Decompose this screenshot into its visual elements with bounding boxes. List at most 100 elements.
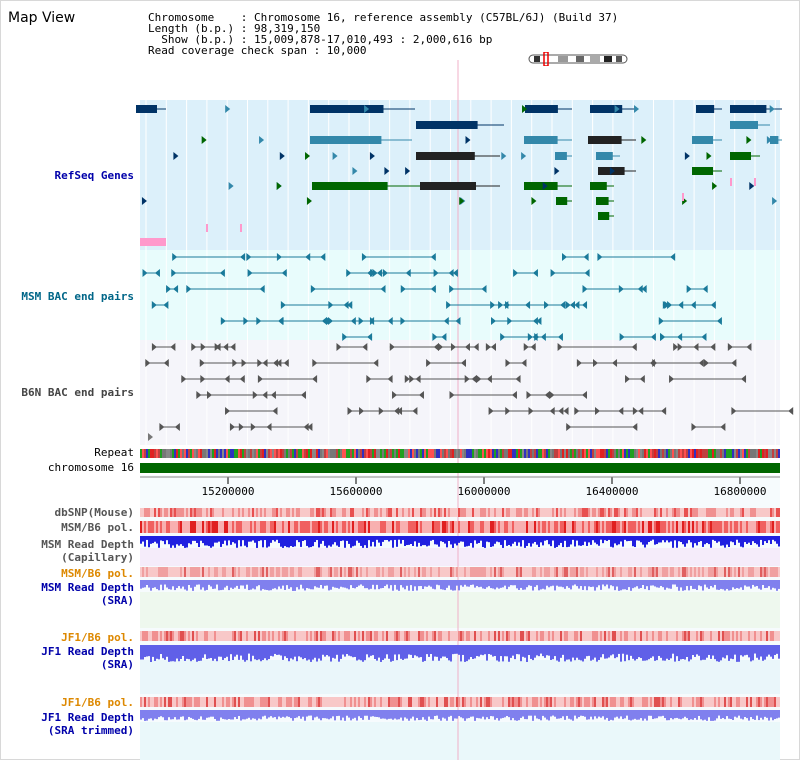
depth-bar <box>338 645 340 662</box>
depth-bar <box>484 710 486 720</box>
dbsnp-label[interactable]: dbSNP(Mouse) <box>54 506 134 519</box>
depth-bar <box>270 645 272 656</box>
depth-bar <box>294 710 296 719</box>
depth-bar <box>576 645 578 658</box>
b6n-bac-label[interactable]: B6N BAC end pairs <box>21 386 134 399</box>
heat-cell <box>578 697 580 707</box>
depth-bar <box>460 645 462 662</box>
bac-end-arrow <box>432 333 438 341</box>
bac-end-arrow <box>303 423 309 431</box>
heat-cell <box>536 521 538 533</box>
heat-cell <box>732 567 734 577</box>
heat-cell <box>428 697 430 707</box>
heat-cell <box>164 521 166 533</box>
heat-cell <box>500 697 502 707</box>
depth-bar <box>196 536 198 544</box>
heat-cell <box>334 521 336 533</box>
heat-cell <box>282 521 284 533</box>
depth-bar <box>162 710 164 718</box>
depth-bar <box>756 645 758 658</box>
depth-bar <box>700 536 702 542</box>
heat-cell <box>728 631 730 641</box>
refseq-genes-label[interactable]: RefSeq Genes <box>54 169 134 182</box>
bac-end-arrow <box>361 253 367 261</box>
heat-cell <box>640 508 642 517</box>
depth-bar <box>478 536 480 543</box>
depth-bar <box>436 536 438 545</box>
heat-cell <box>498 521 500 533</box>
repeat-bar <box>174 449 176 458</box>
heat-cell <box>448 697 450 707</box>
depth-bar <box>722 710 724 718</box>
jf1-b6-pol-label-2[interactable]: JF1/B6 pol. <box>61 696 134 709</box>
depth-bar <box>408 580 410 591</box>
depth-bar <box>276 645 278 655</box>
heat-cell <box>600 631 602 641</box>
heat-cell <box>164 567 166 577</box>
heat-cell <box>604 521 606 533</box>
repeat-bar <box>254 449 256 458</box>
repeat-bar <box>418 449 420 458</box>
gene-arrow <box>609 167 615 175</box>
depth-bar <box>642 580 644 586</box>
depth-bar <box>472 536 474 548</box>
msm-read-depth-capillary-label[interactable]: MSM Read Depth <box>41 538 134 551</box>
heat-cell <box>392 697 394 707</box>
depth-bar <box>480 536 482 541</box>
heat-cell <box>478 508 480 517</box>
heat-cell <box>284 631 286 641</box>
msm-read-depth-sra-label[interactable]: MSM Read Depth <box>41 581 134 594</box>
heat-cell <box>180 567 182 577</box>
jf1-read-depth-sra-label[interactable]: JF1 Read Depth <box>41 645 134 658</box>
heat-cell <box>656 631 658 641</box>
msm-b6-pol-label-1[interactable]: MSM/B6 pol. <box>61 521 134 534</box>
repeat-bar <box>414 449 416 458</box>
heat-cell <box>528 631 530 641</box>
heat-cell <box>162 508 164 517</box>
bac-end-arrow <box>563 407 569 415</box>
depth-bar <box>426 710 428 721</box>
heat-cell <box>348 508 350 517</box>
depth-bar <box>272 536 274 541</box>
sra-bg <box>140 592 780 628</box>
heat-cell <box>616 508 618 517</box>
depth-bar <box>594 710 596 717</box>
gene-arrow <box>706 152 712 160</box>
heat-cell <box>212 508 214 517</box>
heat-cell <box>598 521 600 533</box>
chromosome-ideogram[interactable] <box>528 52 630 66</box>
depth-bar <box>622 645 624 654</box>
heat-cell <box>768 567 770 577</box>
depth-bar <box>260 710 262 720</box>
depth-bar <box>340 580 342 587</box>
msm-b6-pol-label-2[interactable]: MSM/B6 pol. <box>61 567 134 580</box>
depth-bar <box>358 536 360 543</box>
repeat-bar <box>444 449 446 458</box>
jf1-read-depth-trimmed-label[interactable]: JF1 Read Depth <box>41 711 134 724</box>
bac-end-arrow <box>283 359 289 367</box>
repeat-bar <box>496 449 498 458</box>
heat-cell <box>762 508 764 517</box>
msm-bac-label[interactable]: MSM BAC end pairs <box>21 290 134 303</box>
heat-cell <box>650 697 652 707</box>
heat-cell <box>708 567 710 577</box>
heat-cell <box>450 508 452 517</box>
depth-bar <box>192 710 194 719</box>
heat-cell <box>670 631 672 641</box>
jf1-b6-pol-label-1[interactable]: JF1/B6 pol. <box>61 631 134 644</box>
heat-cell <box>756 521 758 533</box>
depth-bar <box>200 580 202 590</box>
heat-cell <box>458 521 460 533</box>
bac-end-arrow <box>667 301 673 309</box>
depth-bar <box>252 536 254 541</box>
depth-bar <box>466 536 468 547</box>
depth-bar <box>332 645 334 658</box>
depth-bar <box>216 645 218 662</box>
bac-end-arrow <box>191 343 197 351</box>
depth-bar <box>286 710 288 717</box>
heat-cell <box>472 521 474 533</box>
heat-cell <box>426 521 428 533</box>
heat-cell <box>386 521 388 533</box>
depth-bar <box>540 536 542 543</box>
